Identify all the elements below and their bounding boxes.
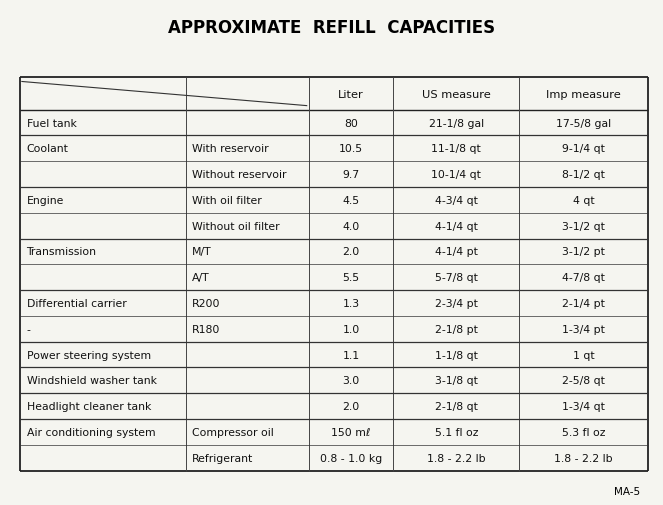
Text: 9-1/4 qt: 9-1/4 qt <box>562 144 605 154</box>
Text: With oil filter: With oil filter <box>192 195 261 206</box>
Text: Compressor oil: Compressor oil <box>192 427 273 437</box>
Text: Imp measure: Imp measure <box>546 89 621 99</box>
Text: Windshield washer tank: Windshield washer tank <box>27 376 156 386</box>
Text: Headlight cleaner tank: Headlight cleaner tank <box>27 401 151 412</box>
Text: 5.3 fl oz: 5.3 fl oz <box>562 427 605 437</box>
Text: 10.5: 10.5 <box>339 144 363 154</box>
Text: 2.0: 2.0 <box>343 247 360 257</box>
Text: 2-1/8 qt: 2-1/8 qt <box>435 401 477 412</box>
Text: 9.7: 9.7 <box>343 170 359 180</box>
Text: 1.8 - 2.2 lb: 1.8 - 2.2 lb <box>554 453 613 463</box>
Text: Power steering system: Power steering system <box>27 350 151 360</box>
Text: APPROXIMATE  REFILL  CAPACITIES: APPROXIMATE REFILL CAPACITIES <box>168 19 495 37</box>
Text: Without oil filter: Without oil filter <box>192 221 279 231</box>
Text: 2-5/8 qt: 2-5/8 qt <box>562 376 605 386</box>
Text: 3-1/8 qt: 3-1/8 qt <box>435 376 477 386</box>
Text: 80: 80 <box>344 118 358 128</box>
Text: 4-1/4 qt: 4-1/4 qt <box>435 221 477 231</box>
Text: 1.1: 1.1 <box>343 350 359 360</box>
Text: 1-3/4 qt: 1-3/4 qt <box>562 401 605 412</box>
Text: -: - <box>27 324 30 334</box>
Text: 5.5: 5.5 <box>343 273 359 283</box>
Text: 1 qt: 1 qt <box>573 350 594 360</box>
Text: 3-1/2 qt: 3-1/2 qt <box>562 221 605 231</box>
Text: Liter: Liter <box>338 89 364 99</box>
Text: 5.1 fl oz: 5.1 fl oz <box>434 427 478 437</box>
Text: 1.3: 1.3 <box>343 298 359 309</box>
Text: 5-7/8 qt: 5-7/8 qt <box>435 273 477 283</box>
Text: Differential carrier: Differential carrier <box>27 298 126 309</box>
Text: 17-5/8 gal: 17-5/8 gal <box>556 118 611 128</box>
Text: Refrigerant: Refrigerant <box>192 453 253 463</box>
Text: 1.0: 1.0 <box>343 324 360 334</box>
Text: 4-7/8 qt: 4-7/8 qt <box>562 273 605 283</box>
Text: Fuel tank: Fuel tank <box>27 118 76 128</box>
Text: 1-1/8 qt: 1-1/8 qt <box>435 350 477 360</box>
Text: 150 mℓ: 150 mℓ <box>332 427 371 437</box>
Text: 4 qt: 4 qt <box>573 195 594 206</box>
Text: With reservoir: With reservoir <box>192 144 269 154</box>
Text: US measure: US measure <box>422 89 491 99</box>
Text: 10-1/4 qt: 10-1/4 qt <box>432 170 481 180</box>
Text: Engine: Engine <box>27 195 64 206</box>
Text: 2-1/8 pt: 2-1/8 pt <box>435 324 477 334</box>
Text: 2-3/4 pt: 2-3/4 pt <box>435 298 477 309</box>
Text: 4.0: 4.0 <box>343 221 360 231</box>
Text: Without reservoir: Without reservoir <box>192 170 286 180</box>
Text: Air conditioning system: Air conditioning system <box>27 427 155 437</box>
Text: 11-1/8 qt: 11-1/8 qt <box>432 144 481 154</box>
Text: A/T: A/T <box>192 273 210 283</box>
Text: 4.5: 4.5 <box>343 195 359 206</box>
Text: 21-1/8 gal: 21-1/8 gal <box>429 118 484 128</box>
Text: Coolant: Coolant <box>27 144 68 154</box>
Text: 4-3/4 qt: 4-3/4 qt <box>435 195 477 206</box>
Text: 4-1/4 pt: 4-1/4 pt <box>435 247 477 257</box>
Text: 2-1/4 pt: 2-1/4 pt <box>562 298 605 309</box>
Text: 1.8 - 2.2 lb: 1.8 - 2.2 lb <box>427 453 485 463</box>
Text: R200: R200 <box>192 298 220 309</box>
Text: 8-1/2 qt: 8-1/2 qt <box>562 170 605 180</box>
Text: 3.0: 3.0 <box>343 376 360 386</box>
Text: 0.8 - 1.0 kg: 0.8 - 1.0 kg <box>320 453 382 463</box>
Text: M/T: M/T <box>192 247 211 257</box>
Text: 3-1/2 pt: 3-1/2 pt <box>562 247 605 257</box>
Text: Transmission: Transmission <box>27 247 97 257</box>
Text: R180: R180 <box>192 324 220 334</box>
Text: 1-3/4 pt: 1-3/4 pt <box>562 324 605 334</box>
Text: 2.0: 2.0 <box>343 401 360 412</box>
Text: MA-5: MA-5 <box>614 486 640 496</box>
